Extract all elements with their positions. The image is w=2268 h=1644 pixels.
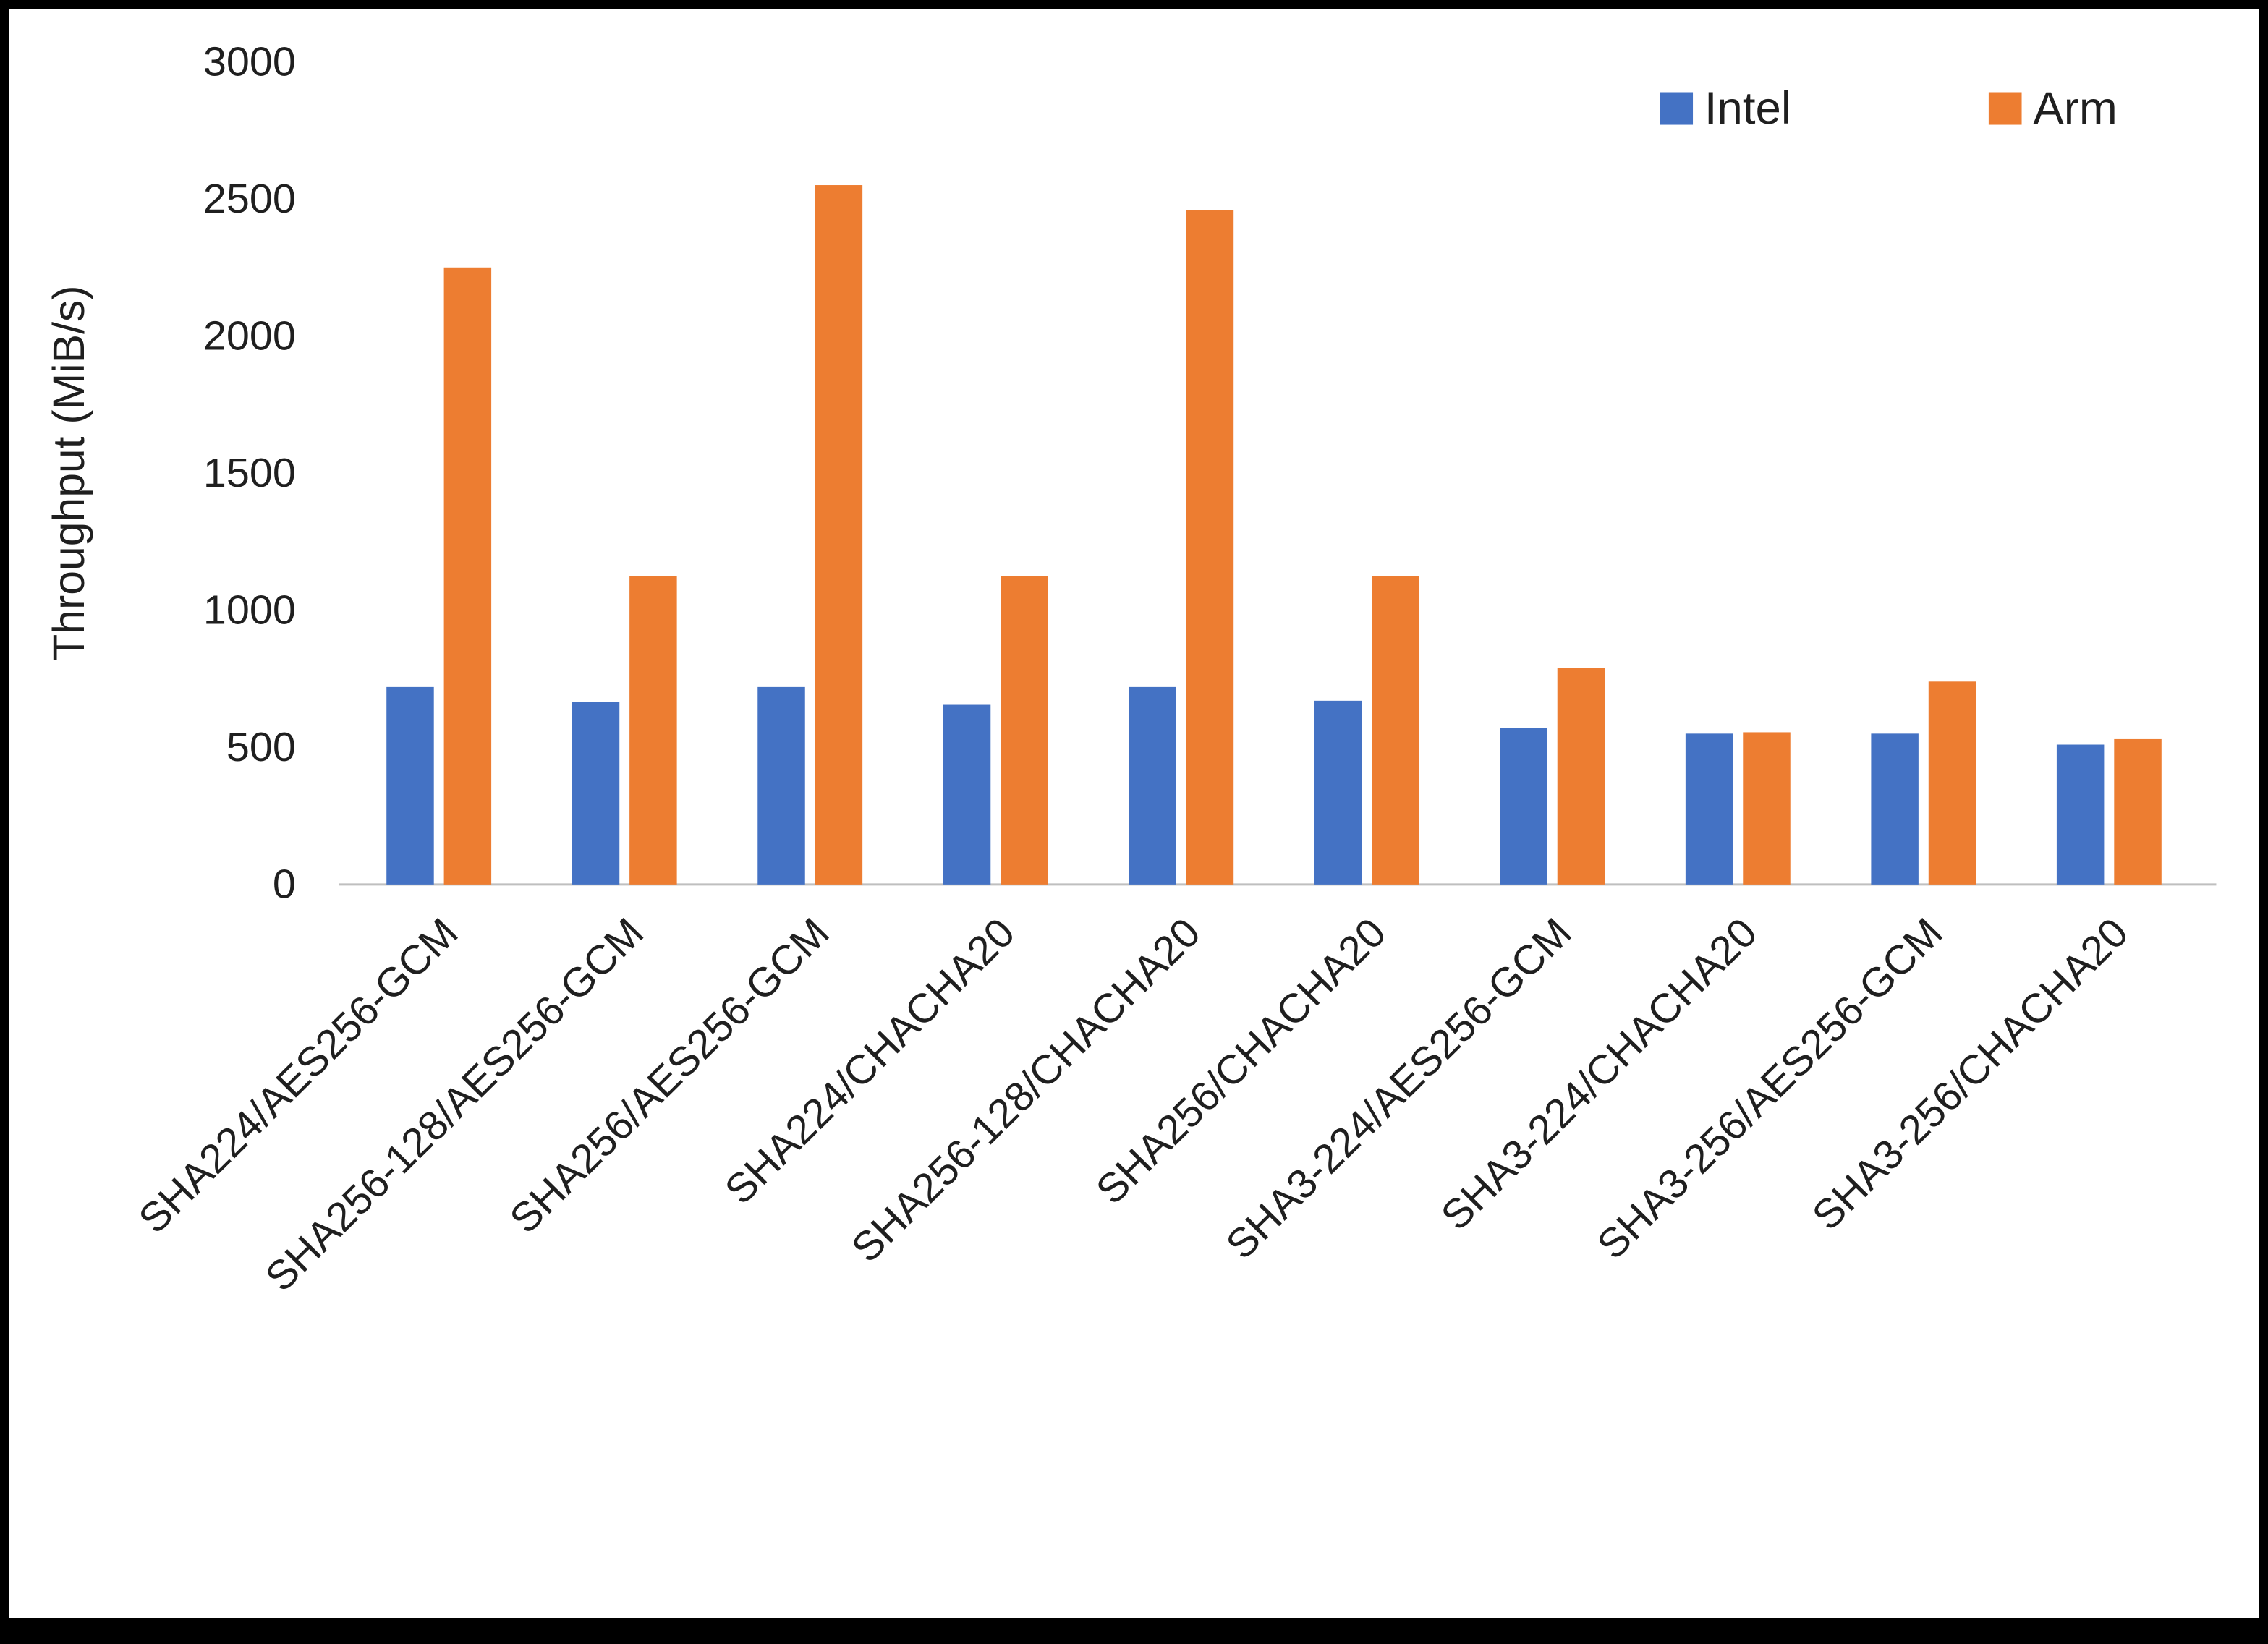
legend-swatch-arm (1988, 92, 2022, 125)
y-axis-title: Throughput (MiB/s) (44, 285, 93, 660)
x-category-label: SHA3-224/CHACHA20 (1432, 910, 1767, 1239)
x-category-label: SHA256-128/CHACHA20 (843, 910, 1210, 1272)
legend-swatch-intel (1660, 92, 1694, 125)
y-tick-label: 2500 (203, 176, 296, 222)
bar-intel (386, 686, 434, 885)
bar-intel (1871, 733, 1919, 885)
bar-intel (943, 704, 991, 885)
bar-intel (572, 702, 620, 885)
y-tick-label: 1000 (203, 587, 296, 634)
bar-arm (1743, 732, 1791, 885)
y-tick-label: 0 (273, 861, 296, 908)
bar-intel (1129, 686, 1176, 885)
y-tick-label: 1500 (203, 450, 296, 496)
bar-arm (2114, 738, 2162, 885)
x-category-label: SHA256/AES256-GCM (501, 910, 838, 1243)
bar-intel (1314, 700, 1362, 885)
bar-arm (1557, 668, 1605, 885)
x-category-label: SHA224/AES256-GCM (129, 910, 467, 1243)
y-tick-label: 3000 (203, 39, 296, 85)
x-category-label: SHA256-128/AES256-GCM (257, 910, 653, 1300)
x-category-label: SHA3-256/CHACHA20 (1804, 910, 2138, 1239)
bar-arm (815, 185, 863, 885)
bar-chart-svg: 0 500 1000 1500 2000 2500 3000 Throughput (MiB/… (44, 39, 2217, 1300)
bar-arm (1928, 681, 1976, 885)
bar-intel (1500, 728, 1547, 885)
bar-arm (1001, 576, 1048, 885)
bar-intel (1685, 733, 1733, 885)
bar-intel (757, 686, 805, 885)
legend-label-arm: Arm (2033, 83, 2117, 134)
bar-arm (443, 267, 492, 885)
y-tick-label: 500 (226, 725, 296, 771)
x-category-label: SHA3-256/AES256-GCM (1588, 910, 1951, 1269)
y-tick-label: 2000 (203, 313, 296, 359)
bar-intel (2056, 744, 2105, 885)
bar-arm (1186, 210, 1234, 885)
bar-arm (629, 576, 677, 885)
x-category-label: SHA3-224/AES256-GCM (1217, 910, 1580, 1269)
bar-arm (1372, 576, 1419, 885)
legend-label-intel: Intel (1704, 83, 1791, 134)
